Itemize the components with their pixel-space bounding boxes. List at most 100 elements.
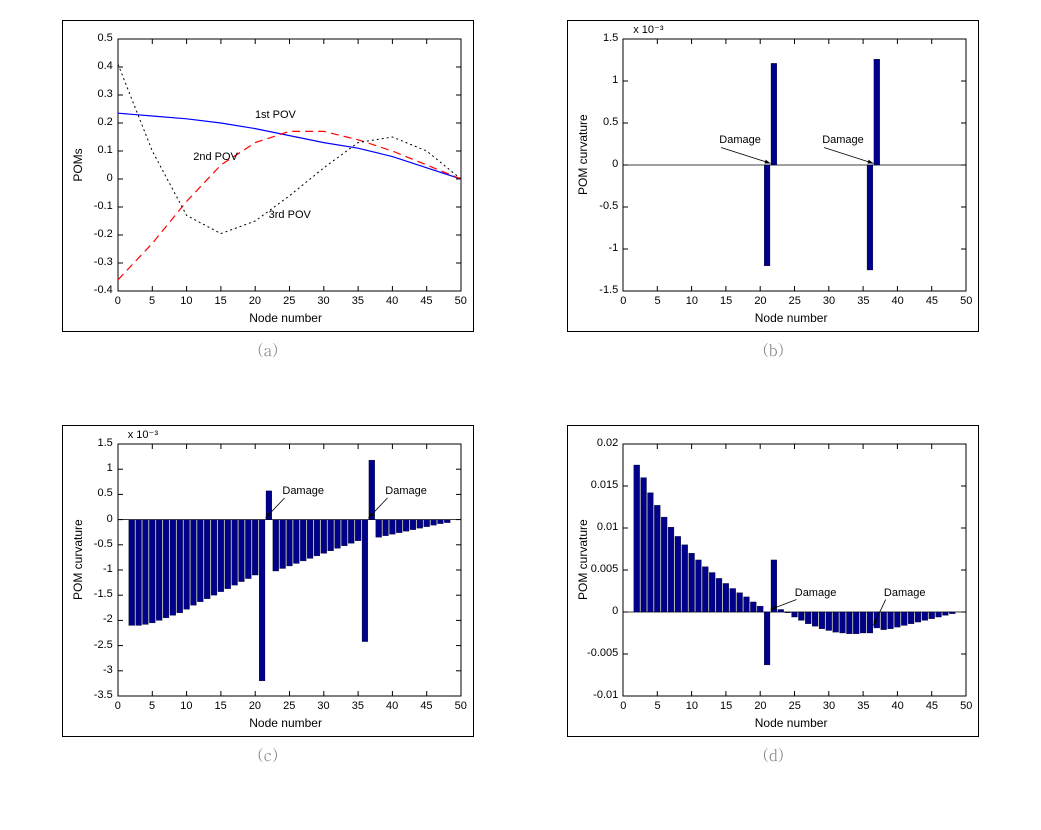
ytick-label: -2.5 [94,639,113,651]
xtick-label: 25 [785,700,805,712]
ytick-label: -0.2 [94,228,113,240]
damage-label: Damage [795,587,837,599]
xtick-label: 40 [888,295,908,307]
xtick-label: 45 [922,700,942,712]
xtick-label: 15 [716,295,736,307]
ytick-label: 1.5 [97,437,112,449]
xtick-label: 15 [211,700,231,712]
ylabel: POM curvature [576,540,590,600]
xtick-label: 35 [853,295,873,307]
ytick-label: 0.5 [97,487,112,499]
xtick-label: 25 [279,700,299,712]
ytick-label: -0.1 [94,200,113,212]
xtick-label: 20 [750,700,770,712]
xtick-label: 10 [682,295,702,307]
xtick-label: 10 [682,700,702,712]
xtick-label: 20 [245,295,265,307]
xtick-label: 45 [416,295,436,307]
xtick-label: 5 [142,700,162,712]
series-label: 3rd POV [269,209,311,221]
ytick-label: 0.5 [97,32,112,44]
xtick-label: 5 [648,700,668,712]
damage-label: Damage [385,485,427,497]
ytick-label: 0 [612,158,618,170]
ytick-label: 0.4 [97,60,112,72]
xtick-label: 5 [142,295,162,307]
xtick-label: 10 [176,295,196,307]
damage-label: Damage [822,134,864,146]
exponent-label: x 10⁻³ [128,428,158,441]
ytick-label: -1.5 [94,588,113,600]
xtick-label: 45 [922,295,942,307]
xtick-label: 30 [819,295,839,307]
xlabel: Node number [755,311,828,325]
ytick-label: 0 [107,513,113,525]
plot-d: 05101520253035404550-0.01-0.00500.0050.0… [567,425,979,737]
series-label: 1st POV [255,109,296,121]
xtick-label: 15 [716,700,736,712]
panel-b: 05101520253035404550-1.5-1-0.500.511.5No… [526,20,1022,415]
ytick-label: -3.5 [94,689,113,701]
xtick-label: 45 [416,700,436,712]
caption-c: (c) [257,743,278,766]
plot-c: 05101520253035404550-3.5-3-2.5-2-1.5-1-0… [62,425,474,737]
ytick-label: -2 [103,613,113,625]
xtick-label: 5 [648,295,668,307]
ytick-label: 1 [612,74,618,86]
damage-label: Damage [282,485,324,497]
ylabel: POM curvature [576,135,590,195]
xtick-label: 25 [785,295,805,307]
xtick-label: 35 [348,295,368,307]
figure-grid: 05101520253035404550-0.4-0.3-0.2-0.100.1… [0,0,1041,830]
xtick-label: 50 [956,295,976,307]
xtick-label: 25 [279,295,299,307]
ytick-label: -1 [608,242,618,254]
xtick-label: 35 [348,700,368,712]
ytick-label: -0.3 [94,256,113,268]
ytick-label: -0.4 [94,284,113,296]
ytick-label: 0 [612,605,618,617]
ylabel: POM curvature [71,540,85,600]
ylabel: POMs [71,135,85,195]
xlabel: Node number [249,716,322,730]
ytick-label: 0.3 [97,88,112,100]
caption-a: (a) [257,338,278,361]
xtick-label: 20 [750,295,770,307]
ytick-label: 1.5 [603,32,618,44]
ytick-label: 0.1 [97,144,112,156]
ytick-label: 0.01 [597,521,618,533]
xlabel: Node number [249,311,322,325]
damage-label: Damage [884,587,926,599]
plot-b: 05101520253035404550-1.5-1-0.500.511.5No… [567,20,979,332]
xtick-label: 0 [108,700,128,712]
ytick-label: -1.5 [599,284,618,296]
exponent-label: x 10⁻³ [633,23,663,36]
ytick-label: -0.5 [94,538,113,550]
ytick-label: 0.005 [591,563,619,575]
xtick-label: 15 [211,295,231,307]
xtick-label: 50 [451,295,471,307]
damage-label: Damage [719,134,761,146]
ytick-label: 0.5 [603,116,618,128]
xtick-label: 20 [245,700,265,712]
xtick-label: 40 [382,295,402,307]
xtick-label: 50 [956,700,976,712]
panel-d: 05101520253035404550-0.01-0.00500.0050.0… [526,425,1022,820]
ytick-label: 0.015 [591,479,619,491]
xtick-label: 40 [382,700,402,712]
xtick-label: 30 [314,295,334,307]
series-label: 2nd POV [193,151,238,163]
xtick-label: 0 [613,700,633,712]
xtick-label: 35 [853,700,873,712]
ytick-label: -3 [103,664,113,676]
ytick-label: -0.005 [587,647,618,659]
xtick-label: 40 [888,700,908,712]
panel-c: 05101520253035404550-3.5-3-2.5-2-1.5-1-0… [20,425,516,820]
xtick-label: 10 [176,700,196,712]
ytick-label: -0.5 [599,200,618,212]
xtick-label: 50 [451,700,471,712]
plot-a: 05101520253035404550-0.4-0.3-0.2-0.100.1… [62,20,474,332]
xtick-label: 30 [314,700,334,712]
ytick-label: -0.01 [593,689,618,701]
caption-b: (b) [763,338,784,361]
